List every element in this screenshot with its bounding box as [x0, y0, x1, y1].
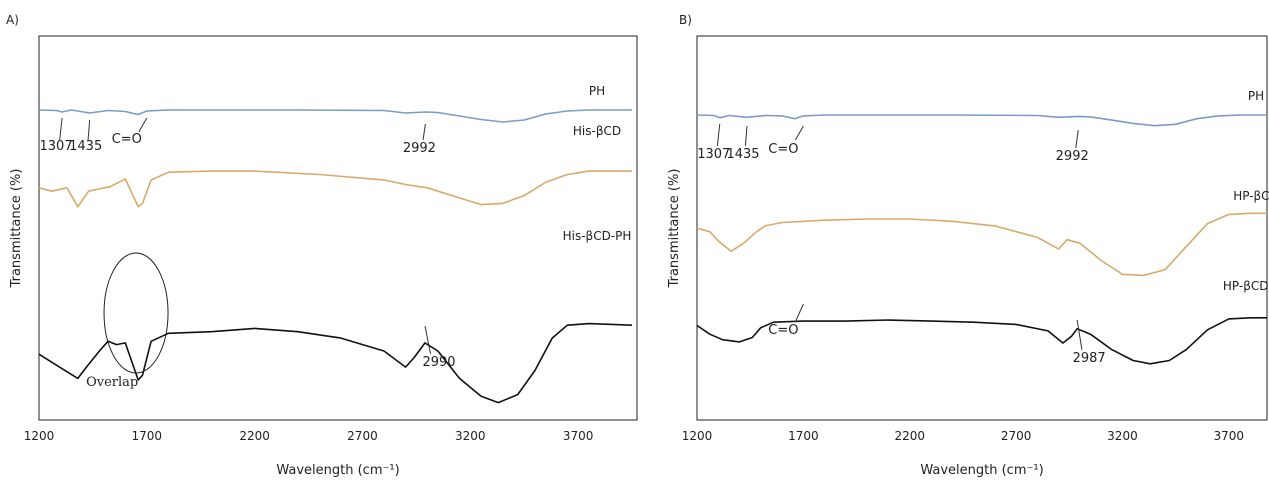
series-label: PH	[589, 84, 605, 98]
series-label: His-βCD-PH	[563, 229, 632, 243]
series-label: HP-βCD	[1233, 189, 1269, 203]
annotation-leader	[1075, 129, 1079, 149]
x-tick-label: 1200	[24, 429, 55, 443]
series-line-his-cd	[38, 170, 632, 208]
annotation-label: 2990	[422, 355, 455, 370]
annotation-label: 2992	[1056, 149, 1089, 164]
x-tick-label: 1200	[682, 429, 713, 443]
chart-panel-b: B) 1200 1700 2200 2700 3200 3700 Wavelength (cm…	[642, 0, 1269, 481]
ftir-chart-b: B) 1200 1700 2200 2700 3200 3700 Wavelength (cm…	[667, 13, 1269, 478]
series-line-ph	[696, 114, 1267, 127]
panel-label: B)	[679, 13, 692, 27]
chart-panel-a: A) 1200 1700 2200 2700 3200 3700 Wavelength (cm…	[6, 13, 638, 478]
overlap-ellipse	[103, 252, 169, 374]
annotation-label: 1435	[726, 147, 759, 162]
x-tick-label: 3700	[563, 429, 594, 443]
annotation-label: C=O	[768, 323, 798, 338]
annotation-label: 1435	[69, 139, 102, 154]
series-label: HP-βCD-PH	[1223, 279, 1269, 293]
x-tick-label: 2200	[239, 429, 270, 443]
panel-label: A)	[6, 13, 19, 27]
x-tick-label: 2200	[894, 429, 925, 443]
ftir-chart-a: A) 1200 1700 2200 2700 3200 3700 Wavelength (cm…	[6, 13, 638, 478]
series-line-his-cd-ph	[38, 322, 633, 404]
annotation-label: 2987	[1073, 351, 1106, 366]
y-axis-label: Transmittance (%)	[9, 169, 24, 289]
annotation-leader	[138, 117, 148, 133]
annotation-label: C=O	[112, 132, 142, 147]
annotation-leader	[422, 123, 426, 141]
annotation-leader	[794, 303, 804, 323]
annotation-label: 2992	[403, 141, 436, 156]
series-label: His-βCD	[573, 124, 621, 138]
annotation-label: 1307	[40, 139, 73, 154]
x-tick-label: 3200	[1107, 429, 1138, 443]
annotation-label: C=O	[768, 142, 798, 157]
series-line-ph	[38, 109, 632, 123]
annotation-leader	[87, 119, 91, 141]
x-tick-label: 1700	[788, 429, 819, 443]
annotation-label: 1307	[697, 147, 730, 162]
series-line-hp-cd	[696, 212, 1267, 277]
y-axis-label: Transmittance (%)	[667, 169, 682, 289]
x-tick-label: 3700	[1214, 429, 1245, 443]
x-tick-label: 3200	[455, 429, 486, 443]
annotation-leader	[424, 325, 432, 355]
annotation-leader	[716, 123, 721, 147]
annotation-leader	[1076, 319, 1083, 351]
annotation-leader	[59, 117, 63, 141]
x-tick-label: 2700	[1001, 429, 1032, 443]
x-axis-label: Wavelength (cm⁻¹)	[920, 463, 1043, 478]
x-tick-label: 1700	[132, 429, 163, 443]
x-axis-label: Wavelength (cm⁻¹)	[276, 463, 399, 478]
plot-frame	[38, 35, 638, 421]
annotation-label: Overlap	[86, 375, 138, 390]
series-line-hp-cd-ph	[696, 317, 1267, 365]
series-label: PH	[1248, 89, 1264, 103]
plot-frame	[696, 35, 1268, 421]
annotation-leader	[744, 125, 748, 147]
annotation-leader	[794, 125, 804, 141]
x-tick-label: 2700	[347, 429, 378, 443]
